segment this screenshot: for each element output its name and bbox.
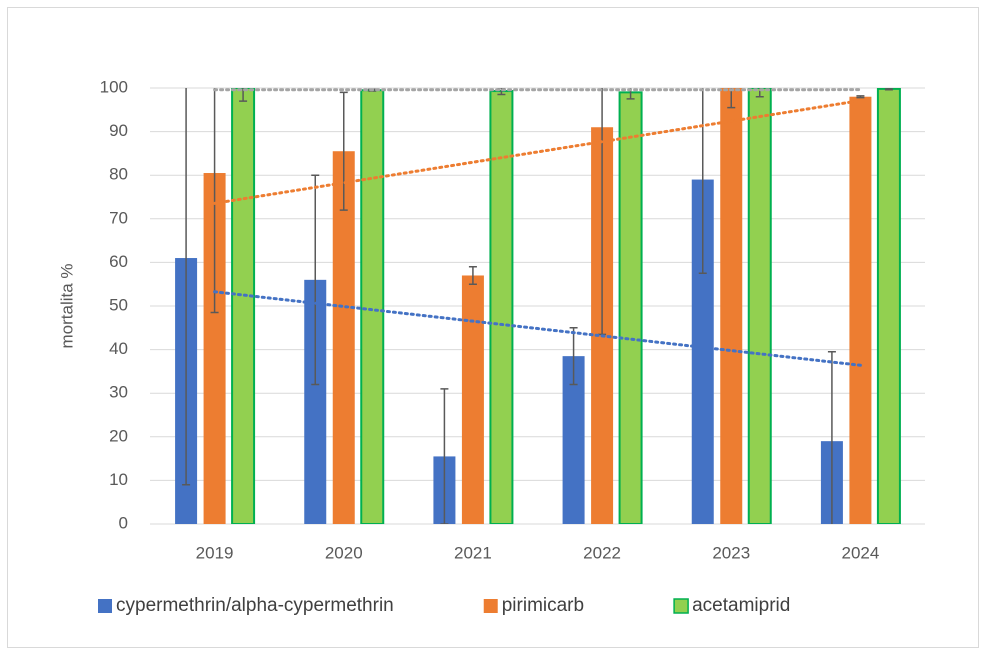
bar (461, 275, 484, 524)
error-bar (339, 91, 348, 211)
bar (720, 88, 743, 524)
plot-area (175, 88, 901, 524)
y-tick-label: 0 (119, 513, 128, 532)
y-tick-label: 30 (109, 383, 128, 402)
error-bar (569, 327, 578, 386)
y-tick-label: 40 (109, 339, 128, 358)
y-axis-label: mortalita % (57, 263, 76, 348)
bar (304, 279, 327, 524)
x-tick-label: 2022 (583, 543, 621, 562)
y-tick-label: 90 (109, 121, 128, 140)
x-tick-label: 2019 (196, 543, 234, 562)
x-tick-label: 2020 (325, 543, 363, 562)
legend-label: cypermethrin/alpha-cypermethrin (116, 595, 394, 616)
y-tick-label: 20 (109, 426, 128, 445)
bar (562, 356, 585, 524)
error-bar (210, 88, 219, 314)
error-bar (182, 88, 191, 486)
bar (489, 90, 514, 524)
bar (691, 179, 714, 524)
y-tick-label: 50 (109, 295, 128, 314)
error-bar (856, 95, 865, 99)
error-bar (698, 88, 707, 275)
bar (360, 89, 385, 524)
error-bar (598, 88, 607, 336)
error-bar (311, 174, 320, 386)
x-tick-label: 2023 (712, 543, 750, 562)
bar (203, 173, 226, 524)
error-bar (626, 88, 635, 100)
legend-label: acetamiprid (692, 595, 790, 616)
y-tick-label: 70 (109, 208, 128, 227)
bar (231, 88, 256, 524)
trendline (213, 99, 862, 205)
bar (849, 96, 872, 524)
bar (618, 91, 643, 524)
bar (332, 151, 355, 524)
y-tick-label: 100 (100, 77, 128, 96)
legend-swatch (98, 599, 112, 613)
error-bar (468, 266, 477, 285)
error-bar (727, 88, 736, 109)
legend-swatch (673, 598, 689, 614)
legend-swatch (483, 599, 498, 613)
trendline (213, 290, 862, 367)
legend-label: pirimicarb (502, 595, 584, 616)
y-tick-label: 10 (109, 470, 128, 489)
y-tick-label: 60 (109, 252, 128, 271)
bar (747, 88, 772, 524)
error-bar (239, 88, 248, 102)
y-tick-label: 80 (109, 165, 128, 184)
bar (876, 88, 901, 524)
error-bar (497, 88, 506, 96)
x-tick-label: 2021 (454, 543, 492, 562)
error-bar (755, 88, 764, 98)
error-bar (827, 351, 836, 524)
error-bar (440, 388, 449, 524)
error-bar (884, 88, 893, 91)
x-tick-label: 2024 (842, 543, 880, 562)
